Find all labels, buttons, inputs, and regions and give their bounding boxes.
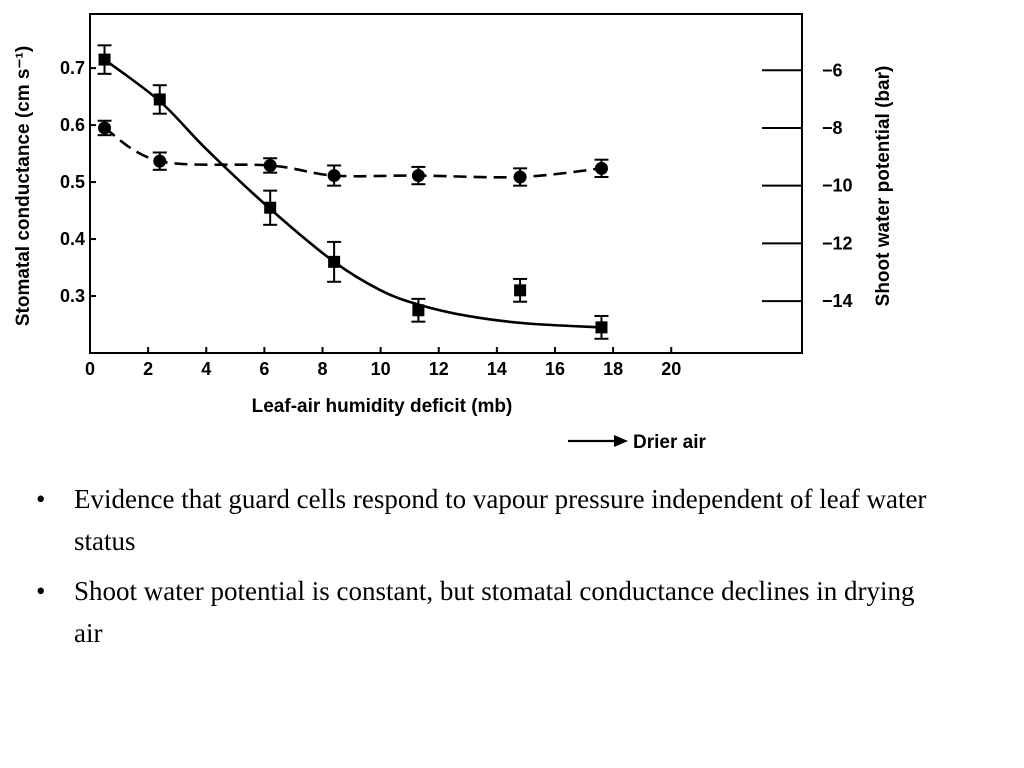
conductance-point (328, 255, 341, 268)
x-axis-label: Leaf-air humidity deficit (mb) (252, 396, 513, 417)
x-tick-label: 10 (371, 359, 391, 379)
fit-lines (103, 58, 602, 329)
conductance-line (103, 58, 602, 329)
y2-tick-label: −8 (822, 118, 843, 138)
y-tick-label: 0.6 (60, 115, 85, 135)
chart: 0 2 4 6 8 10 12 14 16 18 20 0.3 0.4 0.5 0.6 0.7 −6 −8 −10 −… (13, 13, 894, 453)
water-potential-point (513, 170, 527, 184)
conductance-point (595, 321, 608, 334)
x-tick-label: 4 (201, 359, 211, 379)
y2-tick-label: −6 (822, 60, 843, 80)
water-potential-point (263, 158, 277, 172)
conductance-point (514, 284, 527, 297)
x-tick-label: 12 (429, 359, 449, 379)
bullet-list: • Evidence that guard cells respond to v… (36, 478, 936, 662)
x-tick-label: 16 (545, 359, 565, 379)
y-tick-label: 0.3 (60, 286, 85, 306)
y-tick-label: 0.7 (60, 58, 85, 78)
y2-tick-label: −12 (822, 233, 853, 253)
drier-air-label: Drier air (633, 432, 706, 453)
data-markers (97, 44, 609, 340)
water-potential-line (103, 126, 602, 179)
x-tick-label: 8 (317, 359, 327, 379)
ticks: 0 2 4 6 8 10 12 14 16 18 20 0.3 0.4 0.5 0.6 0.7 −6 −8 −10 −… (60, 58, 853, 379)
conductance-point (412, 304, 425, 317)
plot-frame (89, 13, 803, 354)
drier-air-arrow-head (614, 435, 628, 447)
water-potential-point (153, 154, 167, 168)
y-tick-label: 0.5 (60, 172, 85, 192)
water-potential-point (98, 121, 112, 135)
y2-axis-label: Shoot water potential (bar) (873, 66, 894, 307)
x-tick-label: 2 (143, 359, 153, 379)
x-tick-label: 18 (603, 359, 623, 379)
water-potential-point (327, 169, 341, 183)
y2-tick-label: −10 (822, 176, 853, 196)
bullet-item: • Shoot water potential is constant, but… (36, 570, 936, 654)
y-axis-label: Stomatal conductance (cm s⁻¹) (13, 46, 34, 326)
water-potential-point (411, 169, 425, 183)
conductance-point (98, 53, 111, 66)
bullet-text: Evidence that guard cells respond to vap… (74, 484, 927, 556)
x-tick-label: 6 (259, 359, 269, 379)
bullet-text: Shoot water potential is constant, but s… (74, 576, 915, 648)
y2-tick-label: −14 (822, 291, 853, 311)
y-tick-label: 0.4 (60, 229, 85, 249)
conductance-point (264, 201, 277, 214)
conductance-point (153, 93, 166, 106)
drier-air-annotation: Drier air (568, 432, 706, 453)
water-potential-point (594, 161, 608, 175)
x-tick-label: 20 (661, 359, 681, 379)
bullet-symbol: • (36, 484, 46, 514)
x-tick-label: 14 (487, 359, 507, 379)
bullet-symbol: • (36, 576, 46, 606)
bullet-item: • Evidence that guard cells respond to v… (36, 478, 936, 562)
x-tick-label: 0 (85, 359, 95, 379)
